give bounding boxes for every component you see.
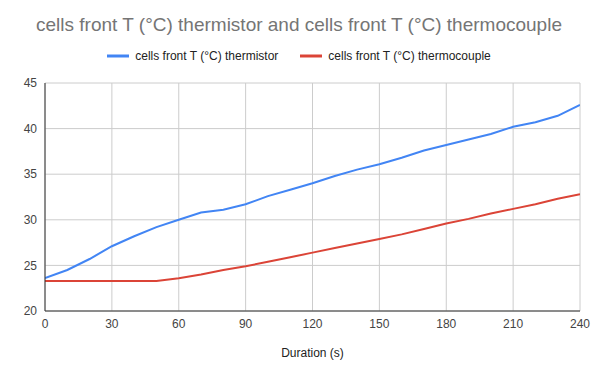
svg-text:60: 60 bbox=[172, 317, 186, 331]
svg-text:240: 240 bbox=[570, 317, 590, 331]
svg-text:30: 30 bbox=[105, 317, 119, 331]
svg-text:180: 180 bbox=[436, 317, 456, 331]
html-text:cells front T (°C) thermocoupl: cells front T (°C) thermocouple bbox=[328, 49, 491, 63]
svg-text:0: 0 bbox=[42, 317, 49, 331]
html-text:cells front T (°C) thermistor: cells front T (°C) thermistor bbox=[135, 49, 279, 63]
svg-text:40: 40 bbox=[24, 122, 38, 136]
svg-text:25: 25 bbox=[24, 259, 38, 273]
svg-text:150: 150 bbox=[369, 317, 389, 331]
svg-text:120: 120 bbox=[302, 317, 322, 331]
svg-text:Duration (s): Duration (s) bbox=[281, 346, 344, 360]
html-text:cells front T (°C) thermistor: cells front T (°C) thermistor and cells … bbox=[36, 14, 562, 35]
svg-text:35: 35 bbox=[24, 167, 38, 181]
svg-text:30: 30 bbox=[24, 213, 38, 227]
svg-text:210: 210 bbox=[503, 317, 523, 331]
svg-text:20: 20 bbox=[24, 304, 38, 318]
svg-text:45: 45 bbox=[24, 76, 38, 90]
svg-text:90: 90 bbox=[239, 317, 253, 331]
